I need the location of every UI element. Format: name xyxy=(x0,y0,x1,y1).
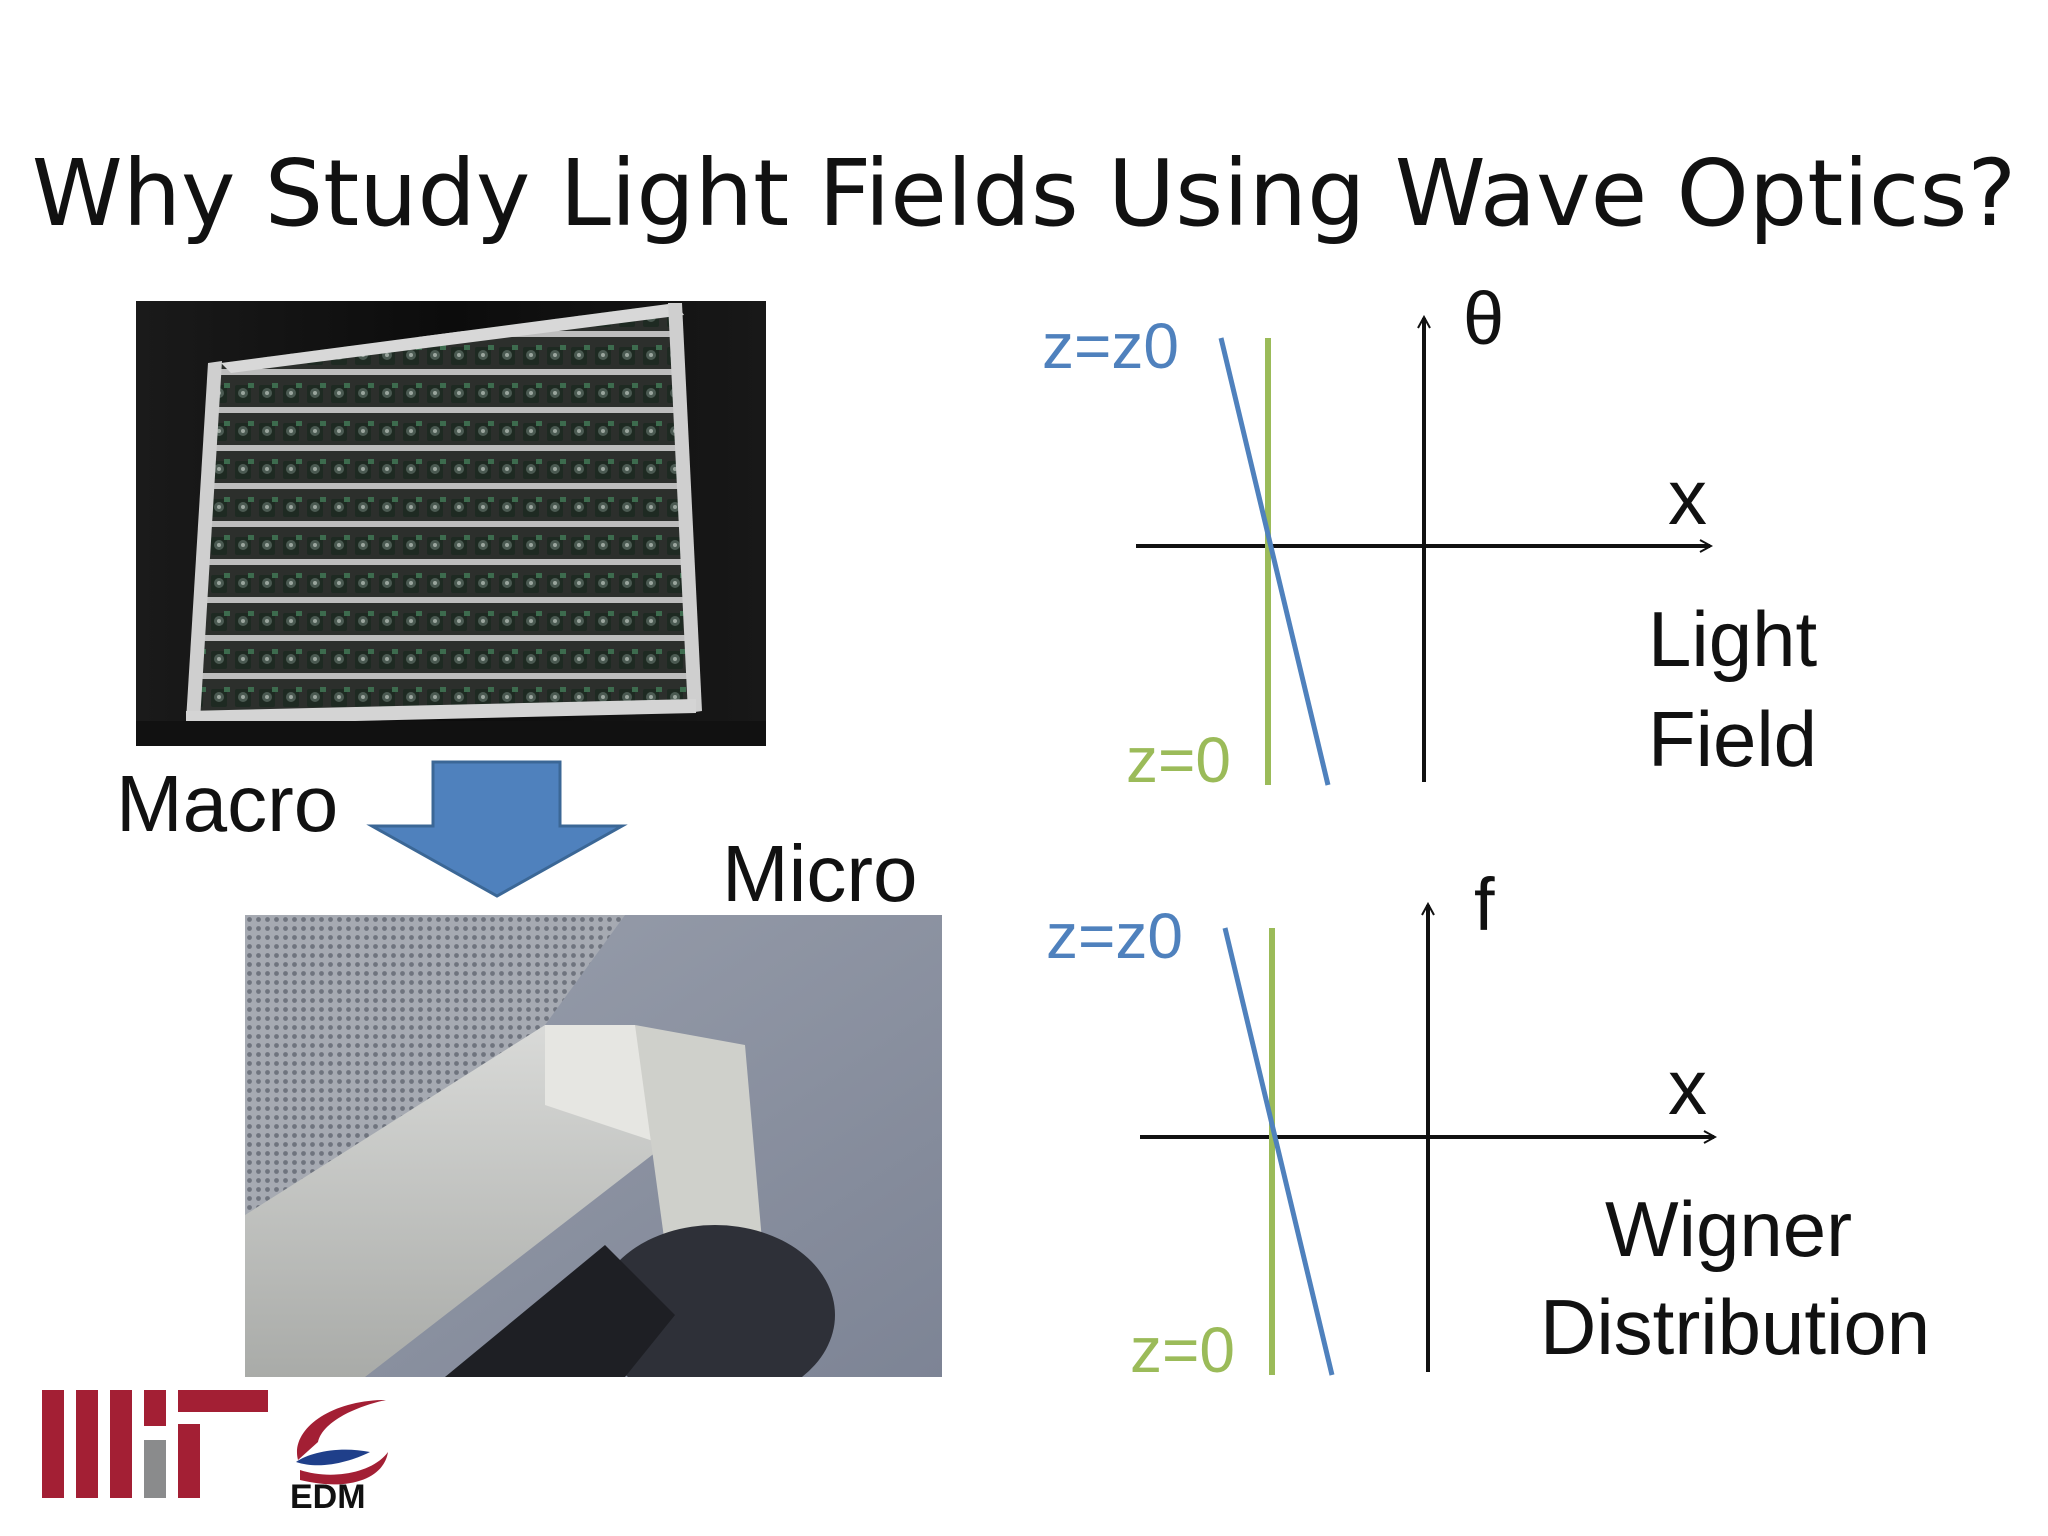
top-blue-line xyxy=(1218,337,1331,786)
micro-label: Micro xyxy=(722,829,918,918)
bottom-blue-line-label: z=z0 xyxy=(1046,900,1183,972)
edm-logo-text: EDM xyxy=(290,1478,366,1516)
light-caption-line1: Light xyxy=(1648,595,1818,683)
top-green-line-label: z=0 xyxy=(1126,724,1231,796)
bottom-green-line-label: z=0 xyxy=(1130,1314,1235,1386)
microlens-array-illustration xyxy=(245,915,942,1377)
bottom-x-axis-label: x xyxy=(1668,1043,1707,1131)
bottom-blue-line xyxy=(1222,927,1335,1376)
camera-array-photo xyxy=(136,301,766,746)
bottom-f-axis-label: f xyxy=(1474,863,1495,946)
macro-label: Macro xyxy=(116,759,339,848)
wigner-caption-line1: Wigner xyxy=(1605,1185,1853,1273)
light-field-diagram xyxy=(1136,318,1710,786)
top-blue-line-label: z=z0 xyxy=(1042,310,1179,382)
wigner-caption-line2: Distribution xyxy=(1540,1283,1931,1371)
microlens-array-photo xyxy=(245,915,942,1377)
camera-array-illustration xyxy=(136,301,766,746)
top-theta-axis-label: θ xyxy=(1463,277,1505,360)
slide-title: Why Study Light Fields Using Wave Optics… xyxy=(31,140,2017,247)
light-caption-line2: Field xyxy=(1648,695,1818,783)
wigner-distribution-diagram xyxy=(1140,905,1714,1376)
top-x-axis-label: x xyxy=(1668,453,1707,541)
